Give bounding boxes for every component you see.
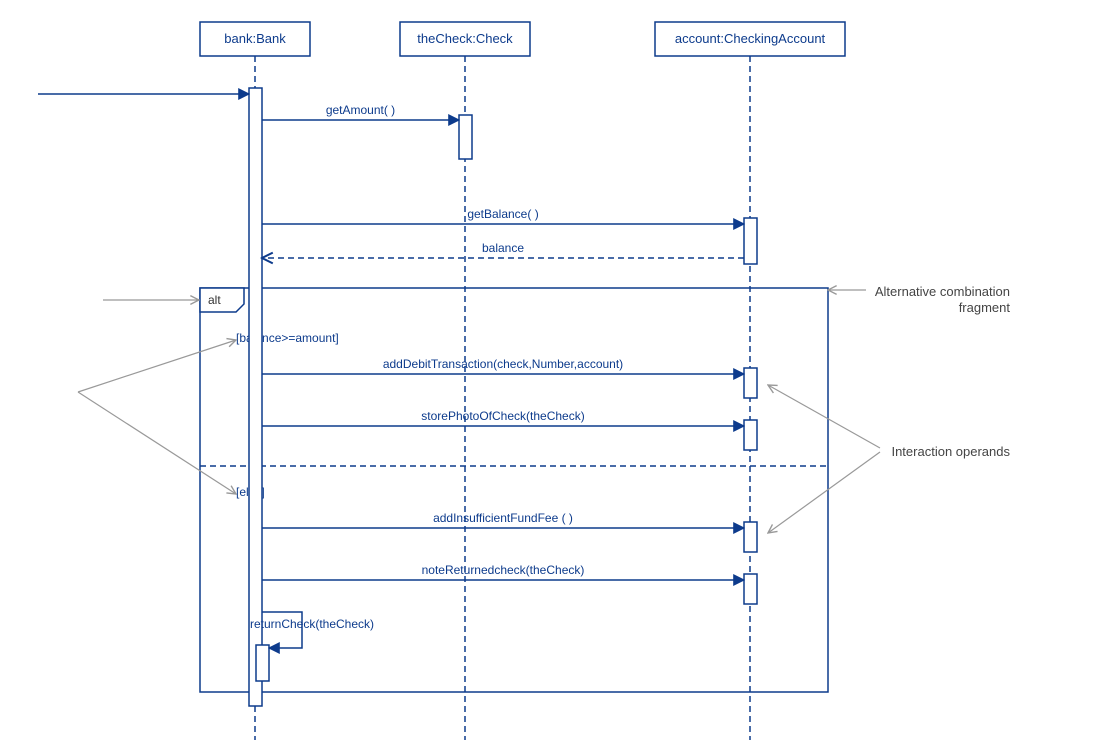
message-label-0: getAmount( ) (326, 103, 395, 117)
lifeline-label-bank: bank:Bank (224, 31, 286, 46)
message-label-2: balance (482, 241, 524, 255)
pointer-5 (78, 392, 236, 494)
message-label-3: addDebitTransaction(check,Number,account… (383, 357, 623, 371)
alt-label: alt (208, 293, 221, 307)
pointer-4 (78, 340, 236, 392)
message-label-5: addInsufficientFundFee ( ) (433, 511, 573, 525)
pointer-3 (768, 452, 880, 533)
annotation-0: Alternative combinationfragment (875, 284, 1011, 315)
annotation-1: Interaction operands (891, 444, 1010, 459)
activation-account-5 (744, 522, 757, 552)
alt-frame (200, 288, 828, 692)
activation-account-2 (744, 218, 757, 264)
message-label-1: getBalance( ) (467, 207, 538, 221)
lifeline-label-account: account:CheckingAccount (675, 31, 826, 46)
activation-check-1 (459, 115, 472, 159)
alt-tab (200, 288, 244, 312)
activation-account-4 (744, 420, 757, 450)
activation-bank-0 (249, 88, 262, 706)
activation-bank-7 (256, 645, 269, 681)
message-label-6: noteReturnedcheck(theCheck) (422, 563, 585, 577)
activation-account-3 (744, 368, 757, 398)
pointer-2 (768, 385, 880, 448)
activation-account-6 (744, 574, 757, 604)
message-label-4: storePhotoOfCheck(theCheck) (421, 409, 584, 423)
sequence-diagram: bank:Bank theCheck:Check account:CheckingA… (0, 0, 1112, 750)
lifeline-label-check: theCheck:Check (417, 31, 513, 46)
self-message-label: returnCheck(theCheck) (250, 617, 374, 631)
